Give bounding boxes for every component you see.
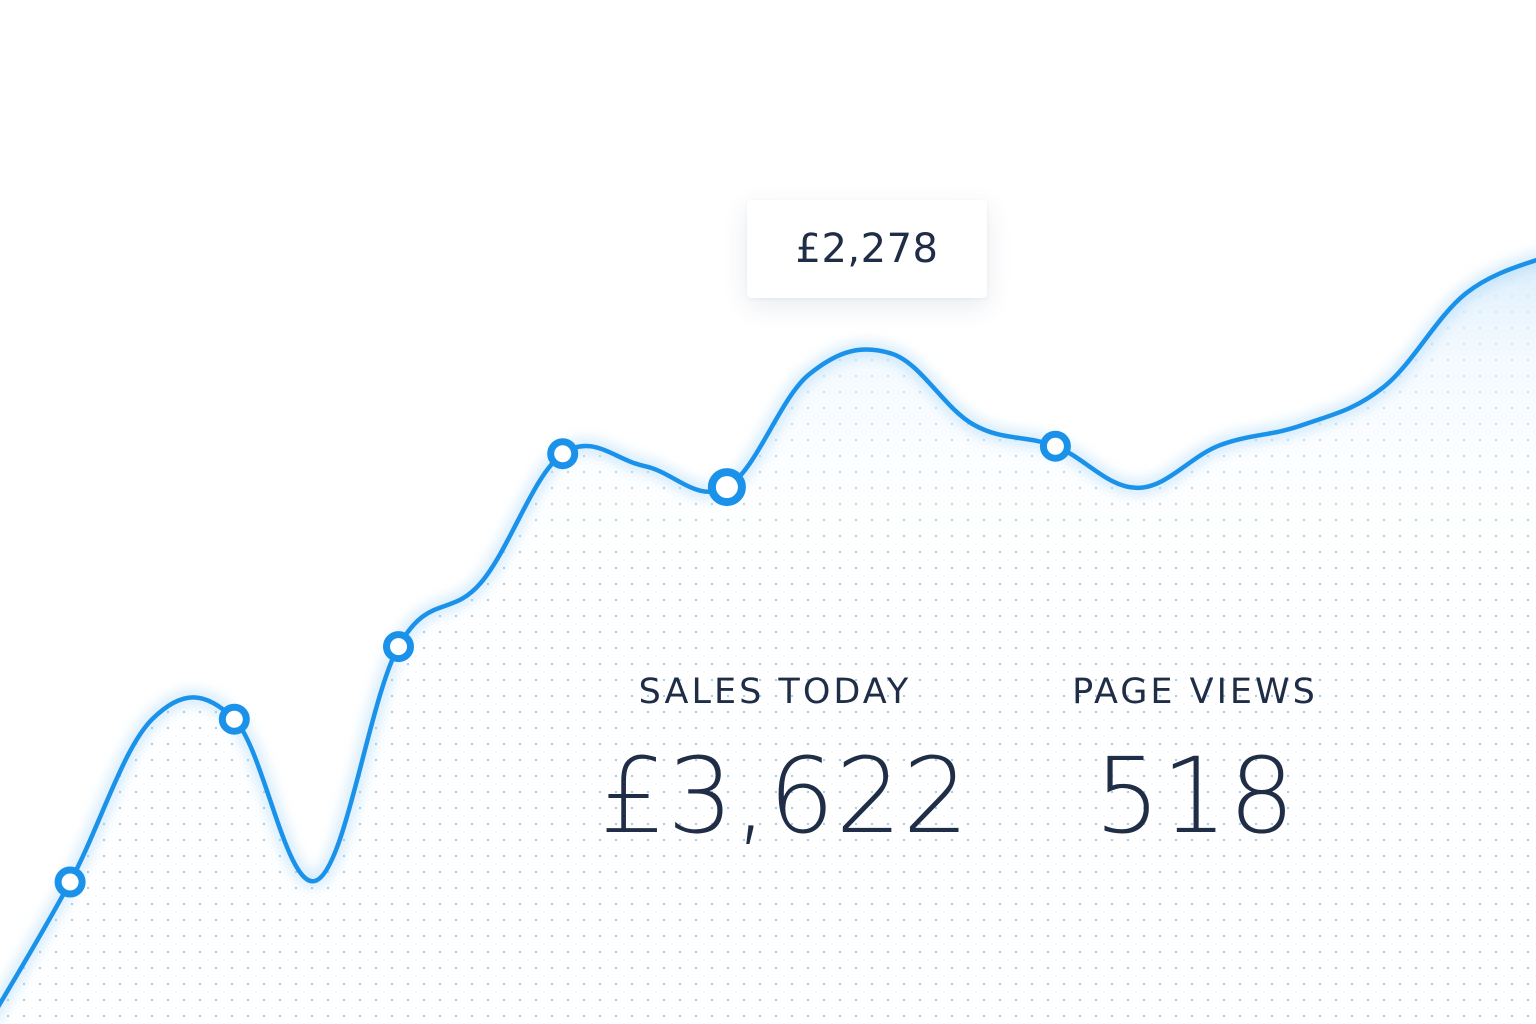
value-tooltip: £2,278	[747, 200, 987, 298]
point-marker[interactable]	[1039, 430, 1071, 462]
sales-today-value: £3,622	[600, 735, 970, 857]
point-markers	[54, 430, 1071, 898]
page-views-value: 518	[1094, 735, 1296, 857]
highlighted-point-marker[interactable]	[707, 468, 746, 507]
point-marker[interactable]	[547, 438, 579, 470]
area-gradient-fill	[0, 260, 1536, 1024]
page-views-label: PAGE VIEWS	[1072, 672, 1318, 712]
point-marker[interactable]	[383, 631, 414, 663]
sales-today-label: SALES TODAY	[638, 672, 912, 712]
tooltip-value: £2,278	[795, 226, 939, 272]
point-marker[interactable]	[218, 703, 250, 735]
point-marker[interactable]	[54, 866, 86, 898]
